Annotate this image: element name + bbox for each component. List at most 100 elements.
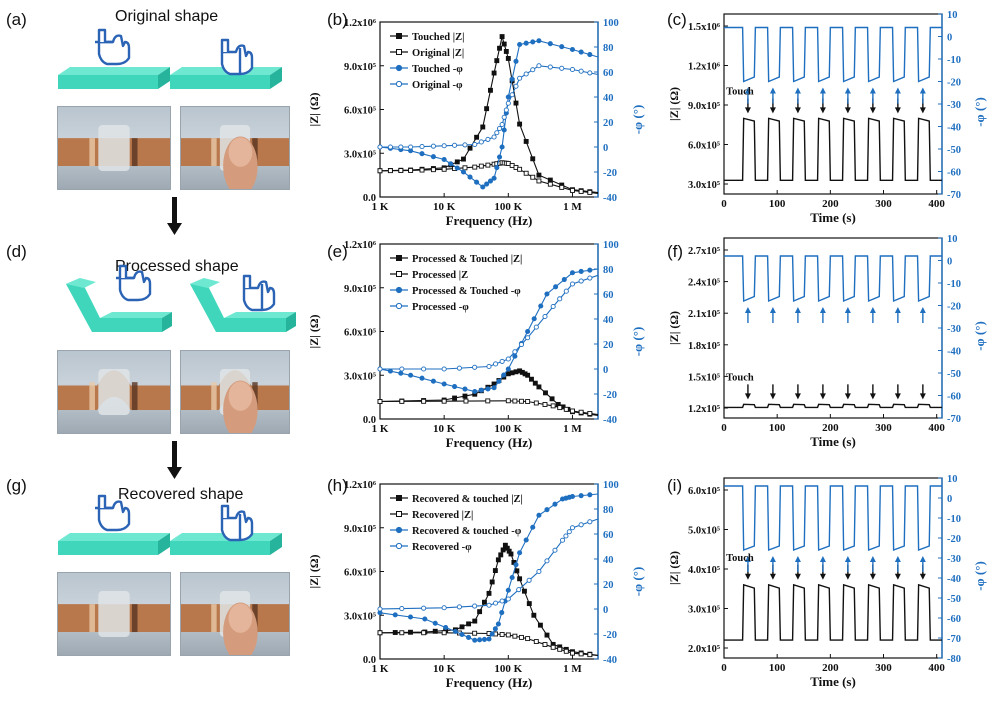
data-point — [587, 52, 593, 58]
touch-arrow-head — [869, 107, 876, 114]
legend-entry: Original |Z| — [412, 48, 464, 59]
data-point — [467, 145, 473, 151]
data-point — [408, 168, 414, 173]
y2-axis-label: -φ (°) — [630, 327, 645, 357]
data-point — [499, 632, 505, 637]
legend-entry: Recovered & touched |Z| — [412, 494, 523, 505]
data-point — [544, 291, 550, 297]
panel-label-g: (g) — [6, 476, 27, 495]
y2-tick-label: -50 — [947, 145, 961, 156]
phase-arrow-head — [919, 307, 926, 313]
y2-tick-label: 40 — [603, 555, 614, 566]
data-point — [456, 604, 462, 610]
impedance-trace — [724, 583, 942, 641]
data-point — [563, 406, 569, 412]
x-tick-label: 400 — [928, 662, 945, 674]
data-point — [432, 620, 438, 626]
data-point — [533, 400, 539, 406]
phase-arrow-head — [819, 307, 826, 313]
data-point — [494, 165, 500, 171]
x-tick-label: 200 — [822, 662, 839, 674]
touch-arrow-head — [894, 393, 901, 400]
y2-tick-label: 20 — [603, 118, 614, 129]
data-point — [536, 38, 542, 44]
data-point — [587, 652, 593, 658]
y-tick-label: 2.4x10⁵ — [688, 278, 720, 289]
touch-arrow-head — [819, 393, 826, 400]
data-point — [587, 70, 593, 76]
data-point — [550, 303, 556, 310]
data-point — [523, 40, 529, 46]
y-tick-label: 9.0x10⁵ — [344, 524, 376, 535]
data-point — [536, 568, 542, 575]
data-point — [550, 644, 556, 650]
data-point — [501, 41, 507, 47]
block-right — [190, 278, 296, 332]
data-point — [557, 405, 563, 411]
touch-arrow-head — [869, 573, 876, 580]
y-tick-label: 1.2x10⁶ — [688, 62, 720, 73]
data-point — [578, 278, 584, 284]
data-point — [505, 398, 511, 404]
data-point — [569, 493, 576, 500]
data-point — [491, 385, 497, 391]
phase-arrow-head — [894, 307, 901, 313]
shape-title: Original shape — [115, 8, 219, 25]
data-point — [587, 519, 593, 525]
data-point — [454, 159, 460, 165]
y2-tick-label: -40 — [947, 574, 961, 585]
data-point — [472, 141, 478, 148]
data-point — [408, 372, 414, 378]
data-point — [441, 630, 447, 636]
data-point — [462, 142, 468, 148]
y2-tick-label: -40 — [947, 347, 961, 358]
y-tick-label: 9.0x10⁵ — [688, 101, 720, 112]
y2-tick-label: 0 — [603, 365, 608, 376]
touch-label: Touch — [726, 372, 754, 383]
legend-marker — [396, 495, 402, 501]
data-point — [478, 139, 484, 145]
data-point — [472, 603, 478, 609]
y-tick-label: 6.0x10⁵ — [688, 486, 720, 497]
x-tick-label: 100 — [769, 422, 786, 434]
y-tick-label: 2.7x10⁵ — [688, 246, 720, 257]
y2-axis-label: -φ (°) — [972, 97, 987, 127]
data-point — [537, 622, 543, 628]
panel-label-f: (f) — [667, 242, 684, 261]
data-point — [525, 636, 531, 642]
data-point — [485, 162, 491, 168]
y2-tick-label: -40 — [603, 655, 617, 666]
data-point — [578, 49, 584, 55]
y-tick-label: 1.2x10⁵ — [688, 404, 720, 415]
data-point — [521, 588, 527, 594]
data-point — [523, 138, 529, 144]
touch-arrow-head — [844, 107, 851, 114]
data-point — [514, 568, 520, 574]
data-point — [491, 134, 497, 140]
phase-trace — [724, 255, 942, 303]
impedance-trace — [724, 117, 942, 182]
data-point — [505, 587, 511, 593]
data-point — [398, 168, 404, 174]
legend-marker — [396, 33, 402, 39]
hand-touching-icon — [220, 504, 254, 542]
y-axis-label: |Z| (Ω) — [307, 315, 321, 349]
data-point — [441, 381, 447, 387]
phase-arrow-head — [744, 556, 751, 562]
data-point — [566, 529, 572, 535]
data-point — [526, 601, 532, 607]
data-point — [525, 335, 531, 341]
touch-arrow-head — [794, 107, 801, 114]
data-point — [563, 288, 569, 294]
phase-arrow-head — [844, 556, 851, 562]
data-point — [503, 49, 509, 54]
data-point — [474, 134, 480, 140]
x-tick-label: 1 M — [563, 201, 582, 213]
hand-touching-icon — [242, 274, 276, 312]
phase-arrow-head — [919, 556, 926, 562]
phase-arrow-head — [894, 556, 901, 562]
data-point — [501, 127, 507, 133]
x-axis-label: Frequency (Hz) — [446, 435, 533, 450]
block-right — [170, 67, 282, 89]
phase-arrow-head — [769, 87, 776, 94]
